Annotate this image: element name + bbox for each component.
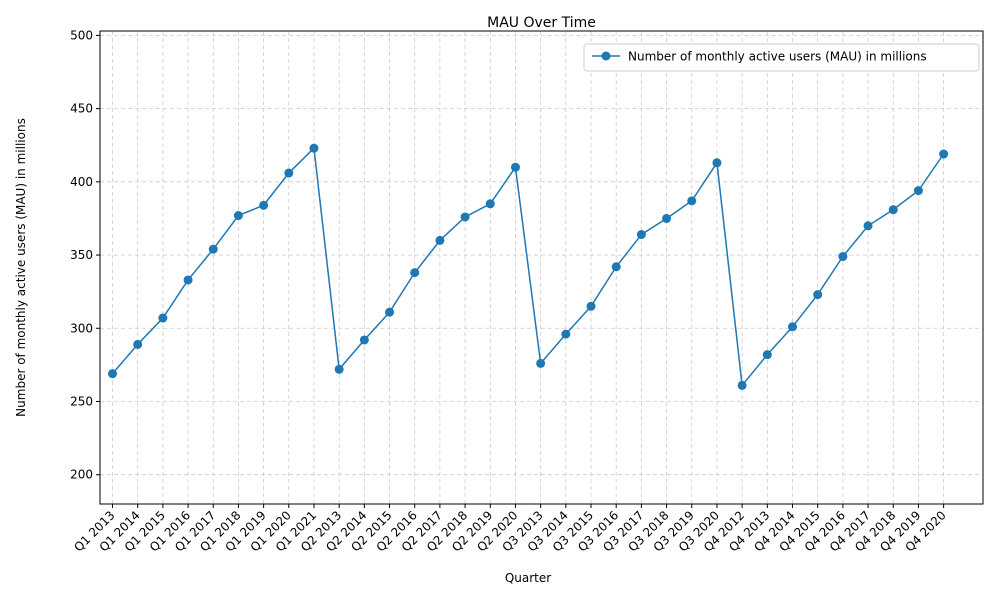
data-point [662, 213, 672, 223]
series-line [111, 146, 945, 388]
legend-marker-swatch [601, 51, 611, 61]
data-point [334, 364, 344, 374]
y-tick-label: 350 [70, 248, 93, 262]
data-point [359, 335, 369, 345]
legend-entry-label: Number of monthly active users (MAU) in … [628, 50, 927, 64]
data-point [133, 339, 143, 349]
data-point [208, 244, 218, 254]
data-point [913, 186, 923, 196]
chart-title: MAU Over Time [487, 15, 596, 31]
y-tick-label: 500 [70, 28, 93, 42]
legend-box [583, 43, 980, 72]
data-point [687, 196, 697, 206]
data-point [561, 329, 571, 339]
y-axis-ticks: 200 250 300 350 400 450 500 [70, 28, 100, 482]
data-point [284, 168, 294, 178]
data-point [813, 290, 823, 300]
data-point [888, 205, 898, 215]
legend: Number of monthly active users (MAU) in … [583, 43, 980, 72]
data-point [712, 158, 722, 168]
x-axis-label: Quarter [505, 571, 551, 585]
data-point [485, 199, 495, 209]
data-point [410, 268, 420, 278]
data-point [183, 275, 193, 285]
data-point [108, 369, 117, 379]
data-point [636, 230, 646, 240]
y-tick-label: 250 [70, 394, 93, 408]
data-point [309, 143, 319, 153]
data-point [838, 252, 848, 262]
data-point [460, 212, 470, 222]
data-point [611, 262, 621, 272]
grid [100, 31, 983, 504]
y-tick-label: 450 [70, 102, 93, 116]
data-point [762, 350, 772, 360]
y-tick-label: 400 [70, 175, 93, 189]
data-point [385, 307, 395, 317]
data-point [863, 221, 873, 231]
series-group [108, 143, 949, 390]
data-point [586, 301, 596, 311]
y-tick-label: 300 [70, 321, 93, 335]
y-axis-label: Number of monthly active users (MAU) in … [14, 118, 28, 417]
data-point [510, 162, 520, 172]
data-point [737, 380, 747, 390]
data-point [233, 211, 243, 221]
data-point [787, 322, 797, 332]
data-point [259, 200, 269, 210]
y-tick-label: 200 [70, 468, 93, 482]
data-point [536, 358, 546, 368]
data-point [939, 149, 949, 159]
data-point [435, 235, 445, 245]
plot-frame [99, 30, 984, 505]
data-point [158, 313, 168, 323]
